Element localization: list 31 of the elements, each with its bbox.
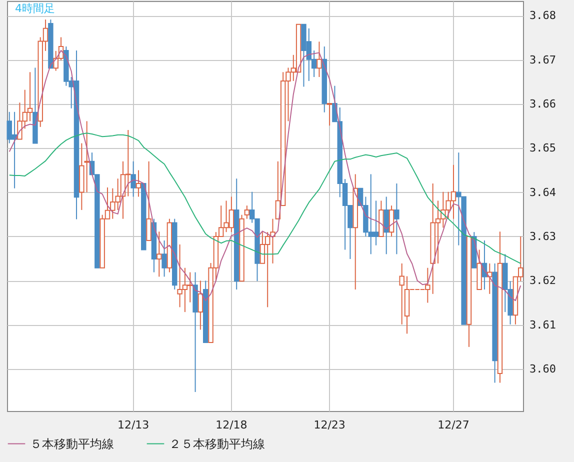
x-tick-label: 12/23 [314, 418, 346, 432]
candlestick [146, 160, 152, 241]
candlestick [326, 103, 332, 126]
y-tick-label: 3.61 [530, 318, 556, 332]
y-tick-label: 3.68 [530, 9, 556, 22]
y-tick-label: 3.63 [530, 230, 556, 243]
candlestick [162, 240, 167, 278]
candlestick [156, 231, 162, 278]
y-tick-label: 3.64 [530, 186, 556, 199]
candlestick [316, 41, 322, 78]
candlestick [384, 196, 389, 255]
chart-title: 4時間足 [15, 2, 55, 15]
y-tick-label: 3.66 [530, 97, 556, 110]
y-tick-label: 3.67 [530, 53, 556, 66]
candlestick [399, 262, 404, 325]
x-tick-label: 12/18 [216, 418, 248, 432]
legend-label: ２５本移動平均線 [169, 436, 265, 451]
candlestick [394, 182, 400, 255]
candlestick [388, 205, 394, 237]
y-tick-label: 3.60 [530, 362, 556, 376]
y-tick-label: 3.65 [530, 142, 556, 155]
candlestick [136, 170, 142, 198]
line-series [8, 132, 522, 264]
y-tick-label: 3.62 [530, 274, 556, 288]
candlestick [244, 205, 250, 220]
x-tick-label: 12/27 [438, 418, 470, 432]
candlestick [130, 160, 136, 198]
x-tick-label: 12/13 [117, 418, 150, 432]
candlestick [84, 120, 90, 193]
legend-label: ５本移動平均線 [30, 436, 114, 451]
candlestick [198, 280, 204, 330]
